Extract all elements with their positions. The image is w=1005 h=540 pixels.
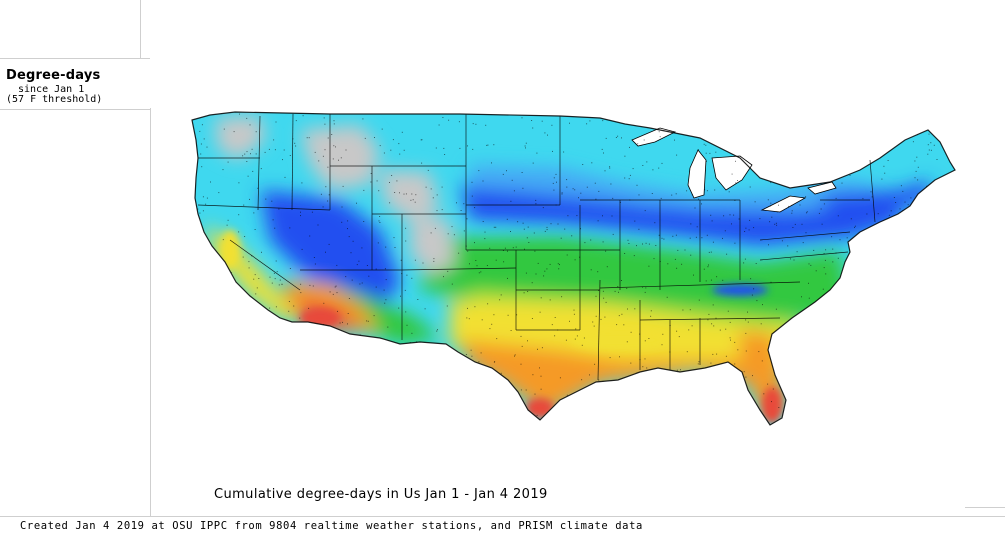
great-lakes <box>631 127 837 213</box>
frame-vertical-top <box>140 0 141 58</box>
map-title: Cumulative degree-days in Us Jan 1 - Jan… <box>214 487 548 502</box>
legend-box <box>0 58 150 110</box>
legend-since: since Jan 1 <box>18 84 85 95</box>
legend-title: Degree-days <box>6 68 101 83</box>
state-boundaries <box>191 111 956 426</box>
frame-vertical-left <box>150 108 151 516</box>
credit-line: Created Jan 4 2019 at OSU IPPC from 9804… <box>20 520 643 532</box>
frame-bottom-right <box>965 507 1005 508</box>
frame-bottom-line <box>0 516 1005 517</box>
legend-threshold: (57 F threshold) <box>6 94 103 105</box>
